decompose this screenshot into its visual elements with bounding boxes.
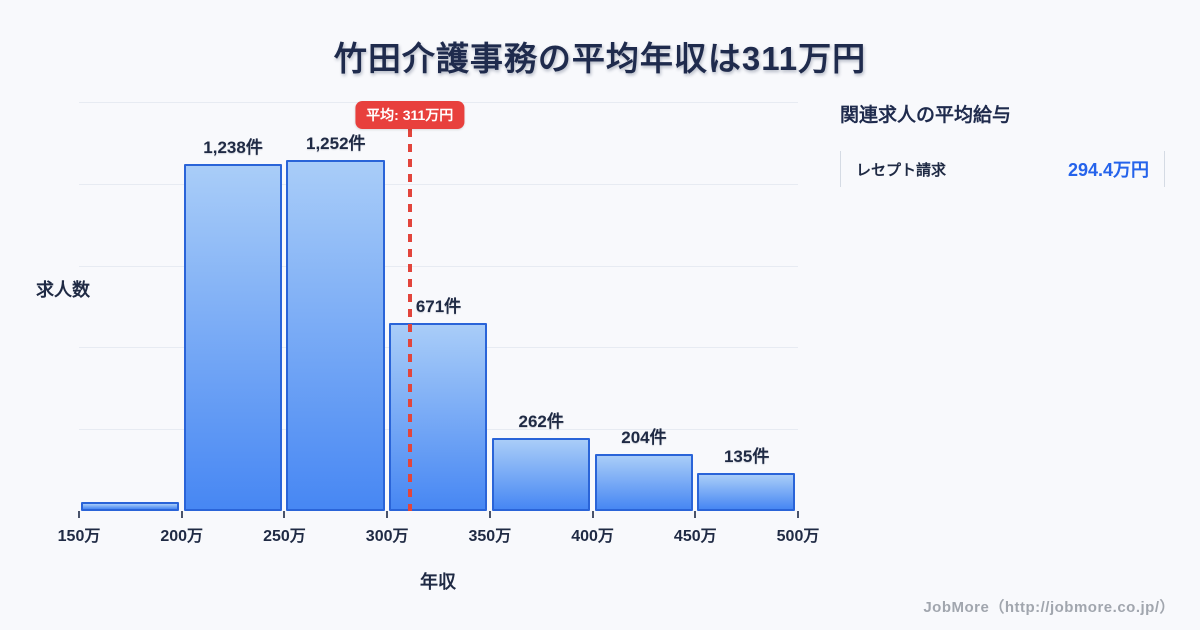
bar-value-label: 671件 [415, 297, 462, 317]
histogram-bar [594, 453, 693, 511]
histogram-bar [389, 323, 488, 511]
histogram-bar [491, 437, 591, 511]
x-axis-tick-label: 300万 [365, 528, 409, 545]
x-axis-tick-label: 500万 [776, 528, 820, 545]
mean-badge: 平均: 311万円 [355, 101, 465, 129]
x-axis-tick-mark [591, 511, 594, 518]
bar-value-label: 204件 [621, 427, 667, 447]
plot-area: 1,238件 1,252件 671件 262件 204件 135件 150万 200万 250万… [58, 101, 819, 545]
histogram-bar [697, 473, 796, 511]
bar-value-label: 1,238件 [203, 138, 263, 158]
related-job-row: レセプト請求 294.4万円 [840, 151, 1165, 187]
related-job-label: レセプト請求 [856, 161, 947, 179]
bar-value-label: 262件 [518, 411, 564, 431]
x-axis-tick-label: 350万 [468, 528, 512, 545]
x-axis-tick-mark [694, 511, 697, 518]
x-axis-label: 年収 [420, 572, 456, 592]
x-axis-tick-mark [386, 511, 389, 518]
x-axis-tick-mark [283, 511, 286, 518]
x-axis-tick-mark [180, 511, 183, 518]
x-axis-tick-mark [488, 511, 491, 518]
bar-value-label: 135件 [723, 447, 770, 467]
histogram-bar [286, 160, 385, 511]
mean-line [407, 129, 412, 511]
x-axis-tick-mark [797, 511, 799, 518]
related-job-value: 294.4万円 [1067, 160, 1149, 180]
x-axis-tick-label: 450万 [673, 528, 717, 545]
x-axis-tick-label: 250万 [263, 528, 306, 545]
gridline [79, 183, 798, 185]
related-jobs-heading: 関連求人の平均給与 [840, 105, 1012, 126]
x-axis-tick-mark [78, 511, 80, 518]
related-jobs-list: レセプト請求 294.4万円 [840, 151, 1165, 187]
related-jobs-panel: 関連求人の平均給与 レセプト請求 294.4万円 [840, 100, 1165, 187]
x-axis-tick-label: 400万 [571, 528, 614, 545]
histogram-bar [183, 164, 282, 511]
gridline [79, 265, 798, 267]
histogram-bar [81, 502, 180, 511]
y-axis-label: 求人数 [36, 280, 90, 300]
x-axis-tick-label: 150万 [57, 528, 101, 545]
page-title: 竹田介護事務の平均年収は311万円 [333, 40, 867, 77]
credit-footer: JobMore（http://jobmore.co.jp/） [923, 599, 1175, 616]
bar-value-label: 1,252件 [306, 134, 366, 154]
x-axis-tick-label: 200万 [160, 528, 204, 545]
